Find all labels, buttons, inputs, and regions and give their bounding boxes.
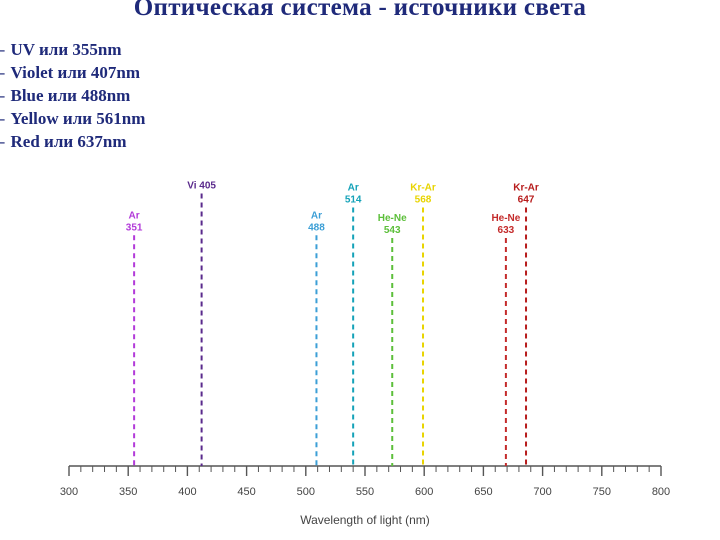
laser-wavelength-label: 351 [126, 222, 143, 233]
x-tick-label: 350 [119, 486, 137, 498]
laser-name-label: Ar [129, 210, 140, 221]
laser-wavelength-label: 543 [384, 225, 401, 236]
laser-wavelength-label: 568 [415, 194, 432, 205]
bullet-text: Yellow или 561nm [10, 109, 146, 128]
bullet-text: Violet или 407nm [10, 63, 141, 82]
laser-name-label: He-Ne [378, 213, 407, 224]
bullet-text: UV или 355nm [10, 40, 122, 59]
bullet-list: –UV или 355nm –Violet или 407nm –Blue ил… [0, 38, 145, 153]
laser-wavelength-label: 647 [518, 194, 535, 205]
x-tick-label: 750 [593, 486, 611, 498]
x-tick-label: 500 [297, 486, 315, 498]
x-tick-label: 450 [237, 486, 255, 498]
bullet-item: –Blue или 488nm [0, 84, 145, 107]
laser-name-label: He-Ne [491, 213, 520, 224]
bullet-item: –Yellow или 561nm [0, 107, 145, 130]
slide-title: Оптическая система - источники света [133, 0, 587, 21]
laser-name-label: Kr-Ar [513, 182, 539, 193]
bullet-text: Red или 637nm [10, 132, 127, 151]
x-tick-label: 650 [474, 486, 492, 498]
x-tick-label: 400 [178, 486, 196, 498]
x-tick-label: 550 [356, 486, 374, 498]
laser-wavelength-label: 488 [308, 222, 325, 233]
laser-wavelength-label: 633 [498, 225, 515, 236]
laser-name-label: Vi 405 [187, 181, 216, 192]
bullet-item: –Red или 637nm [0, 130, 145, 153]
laser-name-label: Kr-Ar [410, 182, 436, 193]
x-axis-title: Wavelength of light (nm) [300, 513, 430, 527]
laser-name-label: Ar [311, 210, 322, 221]
x-tick-label: 800 [652, 486, 670, 498]
bullet-item: –UV или 355nm [0, 38, 145, 61]
bullet-item: –Violet или 407nm [0, 61, 145, 84]
x-tick-label: 300 [60, 486, 78, 498]
x-tick-label: 700 [533, 486, 551, 498]
laser-wavelength-label: 514 [345, 194, 362, 205]
x-tick-label: 600 [415, 486, 433, 498]
bullet-text: Blue или 488nm [10, 86, 131, 105]
laser-name-label: Ar [348, 182, 359, 193]
